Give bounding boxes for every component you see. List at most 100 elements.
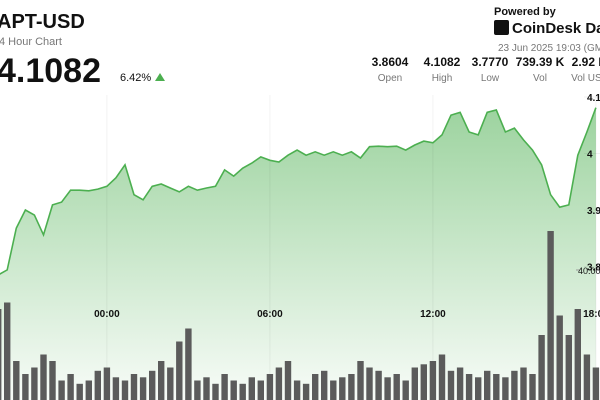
volume-bar (583, 354, 591, 400)
volume-bar (393, 374, 400, 400)
volume-bar (493, 374, 500, 400)
volume-tick-label: 40.00K (578, 266, 600, 276)
volume-bar (103, 367, 111, 400)
volume-bar (212, 383, 219, 400)
volume-bar (13, 361, 20, 400)
volume-bar (321, 370, 328, 400)
volume-bar (574, 309, 581, 400)
volume-bar (520, 367, 527, 400)
volume-bar (31, 367, 38, 400)
volume-bar (239, 383, 246, 400)
y-tick-label: 4.1 (587, 93, 600, 104)
volume-bar (76, 383, 83, 400)
volume-bar (348, 374, 355, 400)
volume-bar (49, 361, 56, 400)
volume-bar (67, 374, 74, 400)
up-arrow (155, 73, 165, 81)
period: 4 Hour Chart (0, 36, 62, 48)
volume-bar (112, 377, 120, 400)
volume-bar (22, 374, 29, 400)
volume-bar (592, 367, 600, 400)
volume-bar (484, 370, 491, 400)
powered-by: Powered by (494, 6, 557, 18)
volume-bar (339, 377, 346, 400)
volume-bar (284, 361, 292, 400)
volume-bar (194, 380, 201, 400)
plot-area: 00:00 06:00 12:00 18:00 3.8 3.9 4 4.1 40.00K (0, 93, 600, 400)
volume-bar (203, 377, 210, 400)
volume-bar (357, 361, 364, 400)
volume-bar (167, 367, 174, 400)
stat-value: 739.39 K (516, 55, 565, 69)
stat-value: 3.7770 (472, 55, 509, 69)
y-tick-label: 4 (587, 150, 593, 161)
x-tick-label: 00:00 (94, 309, 120, 320)
volume-bar (221, 374, 228, 400)
volume-bar (411, 367, 418, 400)
volume-bar (511, 370, 518, 400)
volume-bar (556, 315, 563, 400)
stats: 3.8604 Open 4.1082 High 3.7770 Low 739.39 K Vol… (372, 55, 600, 84)
stat-value: 3.8604 (372, 55, 409, 69)
volume-bar (330, 380, 337, 400)
volume-bar (475, 377, 482, 400)
volume-bar (139, 377, 147, 400)
volume-bar (429, 361, 437, 400)
volume-bar (438, 354, 446, 400)
volume-bar (402, 380, 409, 400)
x-tick-label: 12:00 (420, 309, 446, 320)
price-area (0, 107, 596, 400)
volume-bar (158, 361, 165, 400)
volume-bar (266, 374, 274, 400)
stat-label: Open (378, 73, 402, 84)
stat-value: 2.92 M (572, 55, 600, 69)
brand-logo (494, 20, 509, 35)
volume-bar (502, 377, 509, 400)
volume-bar (547, 231, 554, 400)
volume-bar (293, 380, 301, 400)
volume-bar (4, 302, 11, 400)
volume-bar (248, 377, 255, 400)
stat-label: Vol USD (571, 73, 600, 84)
timestamp: 23 Jun 2025 19:03 (GMT) (498, 43, 600, 54)
volume-bar (58, 380, 65, 400)
volume-bar (538, 335, 545, 400)
volume-bar (275, 367, 283, 400)
volume-bar (465, 374, 473, 400)
volume-bar (456, 367, 464, 400)
change: 6.42% (120, 72, 151, 84)
volume-bar (420, 364, 427, 400)
y-tick-label: 3.9 (587, 206, 600, 217)
volume-bar (176, 341, 183, 400)
x-tick-label: 18:00 (583, 309, 600, 320)
price-line (0, 107, 597, 275)
volume-bar (565, 335, 572, 400)
volume-bar (94, 370, 101, 400)
stat-value: 4.1082 (424, 55, 461, 69)
x-tick-label: 06:00 (257, 309, 283, 320)
brand: CoinDesk Data (512, 20, 600, 37)
volume-bar (529, 374, 536, 400)
stat-label: Vol (533, 73, 547, 84)
volume-bar (230, 380, 237, 400)
stat-label: High (432, 73, 453, 84)
volume-bar (302, 383, 310, 400)
volume-bar (85, 380, 92, 400)
volume-bar (130, 374, 138, 400)
volume-bar (366, 367, 373, 400)
volume-bar (40, 354, 47, 400)
volume-bar (0, 309, 2, 400)
symbol: APT-USD (0, 11, 85, 33)
stat-label: Low (481, 73, 500, 84)
volume-bar (375, 370, 382, 400)
volume-bar (121, 380, 129, 400)
volume-bar (149, 370, 156, 400)
volume-bar (447, 370, 455, 400)
volume-bar (312, 374, 319, 400)
volume-bar (384, 377, 391, 400)
volume-bar (257, 380, 264, 400)
y-tick-label: 3.8 (587, 263, 600, 274)
volume-bar (185, 328, 192, 400)
